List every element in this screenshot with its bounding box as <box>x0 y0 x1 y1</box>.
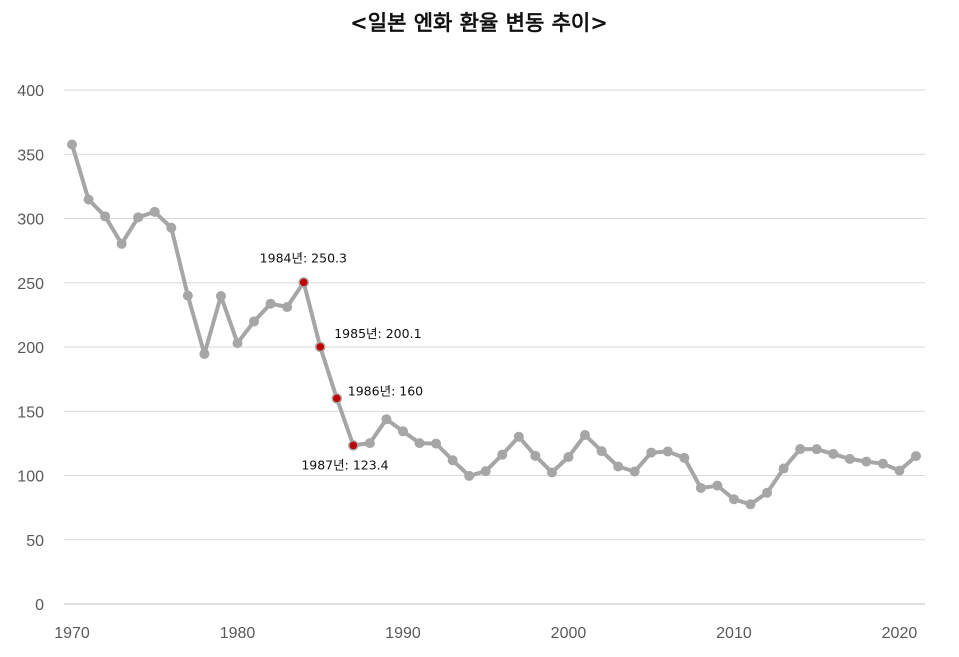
data-point <box>778 463 789 474</box>
data-point <box>182 290 193 301</box>
x-tick-label: 1970 <box>54 625 90 642</box>
annotation-label: 1987년: 123.4 <box>301 457 388 472</box>
data-point <box>215 290 226 301</box>
data-point <box>530 450 541 461</box>
x-tick-label: 2000 <box>551 625 587 642</box>
data-point <box>629 466 640 477</box>
series-layer <box>67 139 921 510</box>
data-point <box>695 482 706 493</box>
data-point <box>397 426 408 437</box>
data-point <box>679 452 690 463</box>
data-point <box>877 458 888 469</box>
data-point <box>894 465 905 476</box>
x-tick-label: 2010 <box>716 625 752 642</box>
data-point <box>728 494 739 505</box>
data-point <box>563 451 574 462</box>
y-tick-label: 200 <box>17 340 44 357</box>
series-line <box>70 142 918 507</box>
data-point <box>83 194 94 205</box>
data-point <box>464 470 475 481</box>
data-point <box>546 467 557 478</box>
data-point <box>116 238 127 249</box>
x-tick-label: 2020 <box>882 625 918 642</box>
highlight-point <box>331 393 343 404</box>
y-tick-label: 400 <box>17 83 44 100</box>
data-point <box>828 448 839 459</box>
data-point <box>480 466 491 477</box>
data-point <box>596 446 607 457</box>
highlight-point <box>298 277 309 288</box>
data-point <box>497 449 508 460</box>
x-tick-label: 1980 <box>220 625 256 642</box>
data-point <box>795 444 806 455</box>
data-point <box>861 456 872 467</box>
highlight-point <box>348 440 359 451</box>
annotation-label: 1985년: 200.1 <box>334 326 421 341</box>
y-tick-label: 250 <box>17 276 44 293</box>
data-point <box>447 455 458 466</box>
data-point <box>762 487 773 498</box>
data-point <box>646 447 657 458</box>
data-point <box>199 348 210 359</box>
data-point <box>149 206 160 217</box>
annotation-label: 1986년: 160 <box>348 383 423 398</box>
y-tick-label: 100 <box>17 469 44 486</box>
data-point <box>249 316 260 327</box>
data-point <box>282 302 293 313</box>
data-point <box>414 438 425 449</box>
x-tick-label: 1990 <box>385 625 421 642</box>
data-point <box>166 222 177 233</box>
data-point <box>133 212 144 223</box>
x-axis-ticks: 1970 1980 1990 2000 2010 2020 <box>54 625 917 642</box>
y-tick-label: 150 <box>17 404 44 421</box>
data-point <box>811 444 822 455</box>
y-tick-label: 350 <box>17 147 44 164</box>
data-point <box>431 438 442 449</box>
y-tick-label: 50 <box>26 533 44 550</box>
data-point <box>513 431 524 442</box>
data-point <box>265 298 276 309</box>
y-tick-label: 0 <box>35 597 44 614</box>
data-point <box>745 499 756 510</box>
data-point <box>712 480 723 491</box>
data-point <box>232 338 243 349</box>
y-axis-ticks: 0 50 100 150 200 250 300 350 400 <box>17 83 44 614</box>
data-point <box>662 446 673 457</box>
highlight-point <box>314 341 326 353</box>
annotations: 1984년: 250.3 1985년: 200.1 1986년: 160 1987년:… <box>260 250 424 472</box>
annotation-label: 1984년: 250.3 <box>260 250 347 265</box>
data-point <box>381 414 392 425</box>
y-tick-label: 300 <box>17 212 44 229</box>
data-point <box>844 453 855 464</box>
chart-title: <일본 엔화 환율 변동 추이> <box>350 11 608 35</box>
data-point <box>67 139 77 150</box>
data-point <box>580 430 591 441</box>
data-point <box>364 438 375 449</box>
data-point <box>911 451 921 462</box>
data-point <box>613 461 624 472</box>
data-point <box>100 211 111 222</box>
